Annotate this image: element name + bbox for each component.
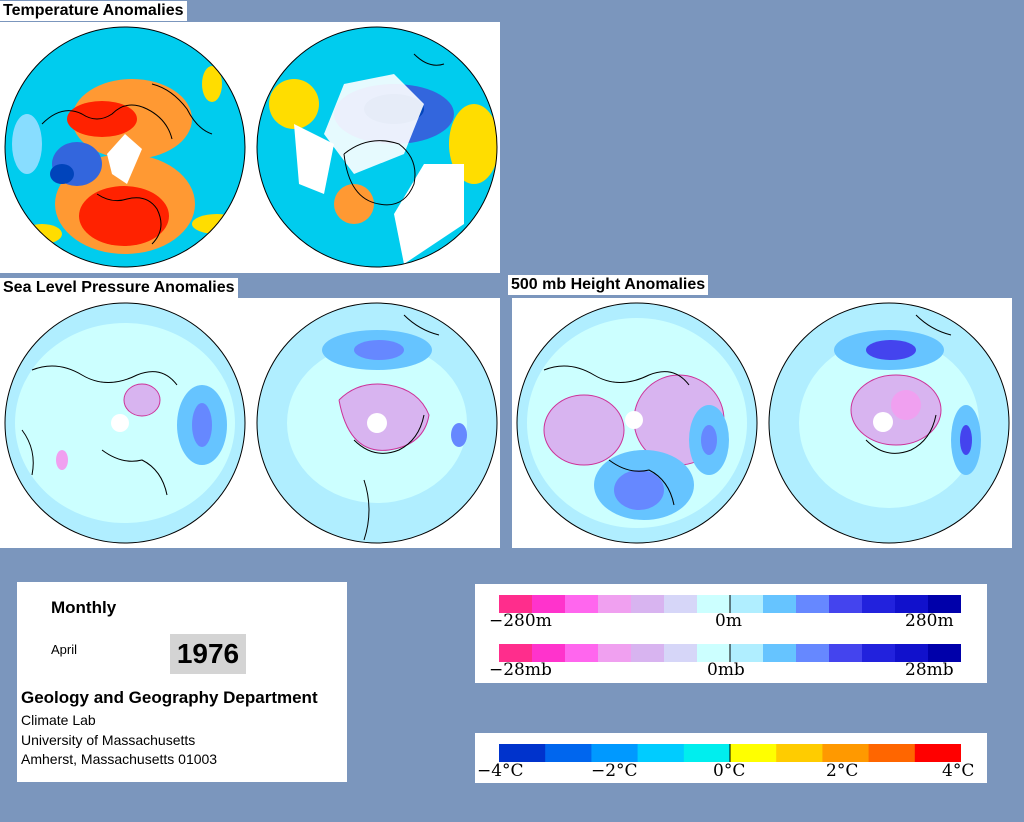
height-colorbar-swatch: [598, 595, 632, 613]
height-colorbar-swatch: [730, 595, 764, 613]
height-colorbar-swatch: [565, 595, 599, 613]
temperature-colorbar-swatch: [776, 744, 823, 762]
temp-label-3: 0°C: [713, 761, 746, 781]
height-max-label: 280m: [905, 611, 954, 631]
temp-label-2: −2°C: [591, 761, 638, 781]
temp-label-4: 2°C: [826, 761, 859, 781]
address-label: Amherst, Massachusetts 01003: [21, 751, 218, 767]
pressure-colorbar-swatch: [565, 644, 599, 662]
pressure-colorbar-swatch: [664, 644, 698, 662]
height-pressure-legend: −280m 0m 280m −28mb 0mb 28mb: [475, 584, 987, 683]
pressure-colorbar-swatch: [730, 644, 764, 662]
pressure-colorbar-swatch: [829, 644, 863, 662]
pressure-min-label: −28mb: [489, 660, 552, 680]
temperature-colorbar-swatch: [499, 744, 546, 762]
height-min-label: −280m: [489, 611, 552, 631]
height-colorbar-swatch: [499, 595, 533, 613]
slp-title: Sea Level Pressure Anomalies: [0, 278, 238, 298]
pressure-colorbar-swatch: [796, 644, 830, 662]
lab-label: Climate Lab: [21, 712, 96, 728]
temperature-colorbar: [499, 744, 961, 762]
height-colorbar-swatch: [532, 595, 566, 613]
slp-map-north: [4, 302, 246, 544]
pressure-colorbar-swatch: [895, 644, 929, 662]
temperature-panel: [0, 22, 500, 273]
pressure-mid-label: 0mb: [707, 660, 745, 680]
slp-panel: [0, 298, 500, 548]
period-label: Monthly: [51, 598, 117, 617]
pressure-colorbar-swatch: [532, 644, 566, 662]
height-colorbar: [499, 595, 961, 613]
height-colorbar-swatch: [928, 595, 961, 613]
height-colorbar-swatch: [895, 595, 929, 613]
height-colorbar-swatch: [763, 595, 797, 613]
height-colorbar-swatch: [631, 595, 665, 613]
pressure-colorbar-swatch: [928, 644, 961, 662]
height-map-north: [516, 302, 758, 544]
pressure-colorbar: [499, 644, 961, 662]
temp-label-1: −4°C: [477, 761, 524, 781]
slp-map-south: [256, 302, 498, 544]
pressure-colorbar-swatch: [763, 644, 797, 662]
temperature-colorbar-swatch: [868, 744, 916, 762]
info-panel: Monthly April 1976 Geology and Geography…: [17, 582, 347, 782]
pressure-colorbar-swatch: [862, 644, 896, 662]
pressure-colorbar-swatch: [697, 644, 731, 662]
temperature-colorbar-swatch: [914, 744, 961, 762]
height-panel: [512, 298, 1012, 548]
height-colorbar-swatch: [796, 595, 830, 613]
height-title: 500 mb Height Anomalies: [508, 275, 709, 295]
pressure-colorbar-swatch: [598, 644, 632, 662]
height-map-south: [768, 302, 1010, 544]
temp-label-5: 4°C: [942, 761, 975, 781]
temperature-title: Temperature Anomalies: [0, 1, 187, 21]
height-colorbar-swatch: [664, 595, 698, 613]
temperature-colorbar-swatch: [637, 744, 685, 762]
temperature-colorbar-swatch: [730, 744, 777, 762]
month-label: April: [51, 642, 78, 657]
temperature-colorbar-swatch: [545, 744, 592, 762]
temperature-legend: −4°C −2°C 0°C 2°C 4°C: [475, 733, 987, 783]
temperature-colorbar-swatch: [591, 744, 639, 762]
university-label: University of Massachusetts: [21, 732, 196, 748]
pressure-max-label: 28mb: [905, 660, 954, 680]
height-colorbar-swatch: [697, 595, 731, 613]
height-mid-label: 0m: [715, 611, 742, 631]
temperature-colorbar-swatch: [683, 744, 731, 762]
temperature-colorbar-swatch: [822, 744, 870, 762]
pressure-colorbar-swatch: [631, 644, 665, 662]
height-colorbar-swatch: [829, 595, 863, 613]
temperature-map-south: [256, 26, 498, 268]
height-colorbar-swatch: [862, 595, 896, 613]
department-label: Geology and Geography Department: [21, 688, 318, 707]
pressure-colorbar-swatch: [499, 644, 533, 662]
year-label: 1976: [170, 634, 246, 674]
temperature-map-north: [4, 26, 246, 268]
